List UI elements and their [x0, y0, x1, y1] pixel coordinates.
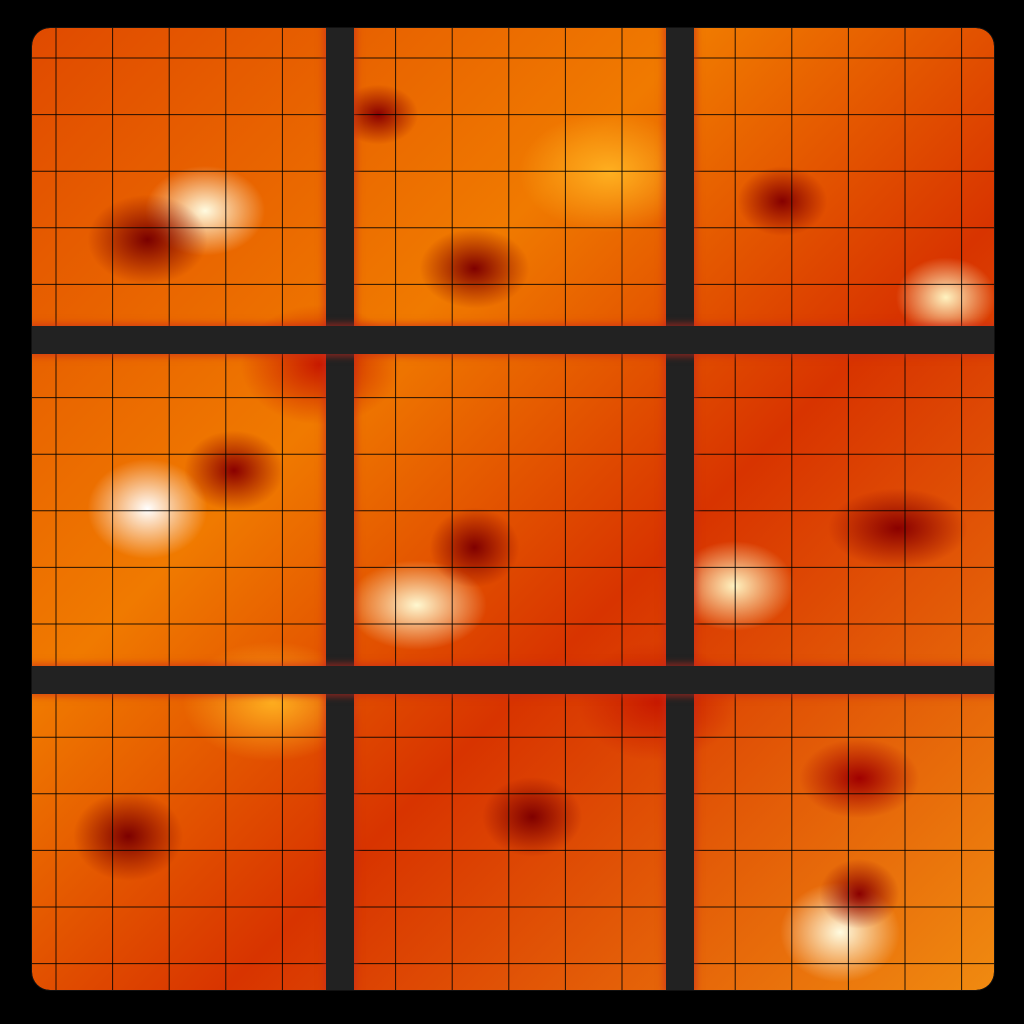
cell-grid [32, 28, 994, 990]
block-divider-horizontal-1 [32, 326, 994, 354]
game-board[interactable] [32, 28, 994, 990]
game-title [0, 0, 1, 1]
block-divider-horizontal-2 [32, 666, 994, 694]
block-divider-vertical-2 [666, 28, 694, 990]
block-divider-vertical-1 [326, 28, 354, 990]
